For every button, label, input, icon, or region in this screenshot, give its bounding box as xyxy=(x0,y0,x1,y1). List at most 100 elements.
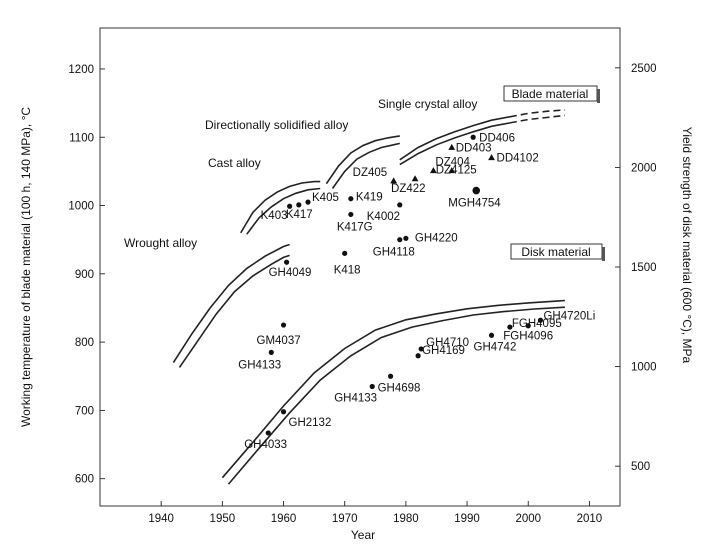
x-tick-label: 1980 xyxy=(393,513,419,525)
point-dz4125 xyxy=(448,167,456,174)
y2-tick-label: 500 xyxy=(631,461,650,473)
point-gh4698 xyxy=(387,373,394,379)
point-gm4037 xyxy=(280,322,287,328)
point-k403 xyxy=(287,203,293,209)
label-dd403: DD403 xyxy=(456,143,492,155)
label-dd406: DD406 xyxy=(479,132,515,144)
curve-label-directional: Directionally solidified alloy xyxy=(205,118,348,132)
y-axis-ticks: 600 700 800 900 1000 1100 1200 xyxy=(68,64,105,486)
band-single-crystal-alloy-lower-dashed xyxy=(509,114,565,124)
x-axis-title: Year xyxy=(351,528,375,542)
label-fgh4095: FGH4095 xyxy=(512,318,562,330)
y-axis-title: Working temperature of blade material (1… xyxy=(19,107,33,427)
x-tick-label: 1960 xyxy=(271,513,297,525)
y-tick-label: 700 xyxy=(75,405,94,417)
band-wrought-alloy-upper xyxy=(172,243,290,364)
band-single-crystal-alloy-upper-dashed xyxy=(509,109,565,118)
point-gh4033 xyxy=(265,430,271,436)
point-fgh4095 xyxy=(507,324,513,330)
y2-tick-label: 1500 xyxy=(631,262,657,274)
label-k417: K417 xyxy=(286,209,313,221)
legend-label-blade: Blade material xyxy=(512,87,589,101)
y-tick-label: 1000 xyxy=(68,201,94,213)
label-gh4720li: GH4720Li xyxy=(543,310,595,322)
x-axis-ticks: 1940 1950 1960 1970 1980 1990 2000 2010 xyxy=(148,501,602,525)
x-tick-label: 1950 xyxy=(210,513,236,525)
legend-box-disk-shadow xyxy=(602,247,605,261)
point-gh4133 xyxy=(369,383,375,390)
band-single-crystal-alloy-upper xyxy=(399,116,511,161)
y2-tick-label: 2500 xyxy=(631,63,657,75)
point-gh4049 xyxy=(283,259,290,265)
point-k417 xyxy=(296,202,302,208)
band-disk-material-upper xyxy=(221,299,565,479)
y-tick-label: 600 xyxy=(75,474,94,486)
label-gh4220: GH4220 xyxy=(415,232,458,244)
point-fgh4096 xyxy=(525,323,531,329)
point-gh4720li xyxy=(537,317,544,323)
point-k419 xyxy=(348,196,354,202)
label-dd4102: DD4102 xyxy=(497,153,539,165)
label-dz404: DZ404 xyxy=(435,157,470,169)
legend-label-disk: Disk material xyxy=(521,245,590,259)
x-tick-label: 1990 xyxy=(454,513,480,525)
label-gh4169: GH4169 xyxy=(422,345,465,357)
curve-label-wrought: Wrought alloy xyxy=(124,236,197,250)
label-k417g: K417G xyxy=(337,221,373,233)
point-dd4102 xyxy=(488,154,495,161)
label-gh4118: GH4118 xyxy=(373,247,415,259)
y2-tick-label: 1000 xyxy=(631,362,657,374)
point-dz405 xyxy=(390,177,398,184)
point-dd406 xyxy=(470,134,476,140)
label-gh4049: GH4049 xyxy=(269,267,312,279)
band-single-crystal-alloy-lower xyxy=(399,122,511,166)
band-cast-alloy-upper xyxy=(240,180,321,234)
legend-box-blade-shadow xyxy=(597,89,600,103)
y-tick-label: 1200 xyxy=(68,64,94,76)
y2-axis-title: Yield strength of disk material (600 °C)… xyxy=(680,127,694,364)
point-gh4133 xyxy=(268,349,274,355)
label-gm4037: GM4037 xyxy=(257,335,301,347)
label-gh4710: GH4710 xyxy=(426,337,469,349)
label-k418: K418 xyxy=(334,264,361,276)
point-k417g xyxy=(348,211,354,218)
label-dz422: DZ422 xyxy=(391,183,426,195)
point-k4002 xyxy=(397,202,403,208)
x-tick-label: 2000 xyxy=(515,513,541,525)
y-tick-label: 900 xyxy=(75,269,94,281)
point-mgh4754 xyxy=(472,186,481,195)
legend-box-disk: Disk material xyxy=(510,243,605,261)
label-dz4125: DZ4125 xyxy=(436,165,477,177)
point-gh2132 xyxy=(280,409,287,415)
y2-axis-ticks: 500 1000 1500 2000 2500 xyxy=(615,63,657,473)
label-k403: K403 xyxy=(261,210,288,222)
label-k419: K419 xyxy=(356,192,383,204)
y-tick-label: 800 xyxy=(75,337,94,349)
label-gh4033: GH4033 xyxy=(244,439,287,451)
label-mgh4754: MGH4754 xyxy=(448,198,501,210)
label-gh4742: GH4742 xyxy=(474,341,517,353)
label-fgh4096: FGH4096 xyxy=(503,331,553,343)
curve-label-single-crystal: Single crystal alloy xyxy=(378,97,477,111)
y2-tick-label: 2000 xyxy=(631,162,657,174)
label-k4002: K4002 xyxy=(367,211,400,223)
label-k405: K405 xyxy=(312,192,339,204)
point-k418 xyxy=(342,250,348,256)
x-tick-label: 1970 xyxy=(332,513,358,525)
band-wrought-alloy-lower xyxy=(178,254,290,368)
label-dz405: DZ405 xyxy=(353,167,388,179)
point-gh4118 xyxy=(397,237,403,243)
data-points xyxy=(265,134,544,436)
label-gh2132: GH2132 xyxy=(289,417,332,429)
band-disk-material-lower xyxy=(227,306,565,485)
point-dd403 xyxy=(448,143,456,150)
point-gh4710 xyxy=(418,346,424,352)
point-k405 xyxy=(305,199,311,205)
band-directionally-solidified-alloy-lower xyxy=(331,142,400,189)
curve-label-cast: Cast alloy xyxy=(208,156,261,170)
point-dz422 xyxy=(411,175,419,182)
label-gh4133: GH4133 xyxy=(238,359,281,371)
legend-box-blade: Blade material xyxy=(503,85,600,103)
